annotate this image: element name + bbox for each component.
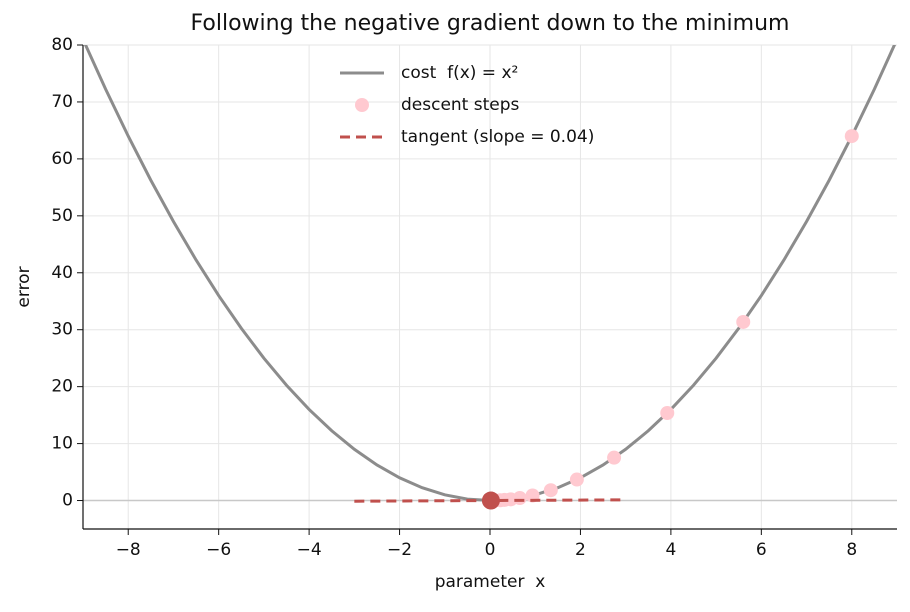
x-tick-label: 0 xyxy=(485,540,496,560)
current-point xyxy=(481,491,500,510)
y-tick-label: 40 xyxy=(51,263,73,283)
y-tick-label: 60 xyxy=(51,149,73,169)
legend: cost f(x) = x² descent steps tangent (slop… xyxy=(340,63,594,147)
y-tick-label: 30 xyxy=(51,320,73,340)
y-tick-label: 0 xyxy=(62,491,73,511)
y-tick-label: 10 xyxy=(51,434,73,454)
chart-title: Following the negative gradient down to … xyxy=(191,11,790,36)
descent-step xyxy=(543,483,558,498)
y-tick-label: 80 xyxy=(51,35,73,55)
x-tick-label: −2 xyxy=(387,540,412,560)
x-tick-label: 8 xyxy=(846,540,857,560)
descent-step xyxy=(736,314,751,329)
descent-step xyxy=(607,450,622,465)
x-tick-label: 4 xyxy=(665,540,676,560)
y-tick-label: 50 xyxy=(51,206,73,226)
x-tick-label: −6 xyxy=(206,540,231,560)
x-tick-label: 6 xyxy=(756,540,767,560)
legend-label: descent steps xyxy=(401,95,520,115)
x-tick-label: −8 xyxy=(116,540,141,560)
legend-marker xyxy=(355,98,369,112)
x-tick-label: 2 xyxy=(575,540,586,560)
descent-step xyxy=(569,472,584,487)
y-tick-label: 70 xyxy=(51,92,73,112)
x-tick-label: −4 xyxy=(297,540,322,560)
plot-area xyxy=(83,45,897,510)
legend-label: cost f(x) = x² xyxy=(401,63,518,83)
y-axis-label: error xyxy=(14,266,34,307)
y-tick-label: 20 xyxy=(51,377,73,397)
descent-step xyxy=(844,129,859,144)
x-axis-label: parameter x xyxy=(435,572,546,592)
grid xyxy=(83,44,897,529)
legend-label: tangent (slope = 0.04) xyxy=(401,127,594,147)
descent-step xyxy=(660,406,675,421)
